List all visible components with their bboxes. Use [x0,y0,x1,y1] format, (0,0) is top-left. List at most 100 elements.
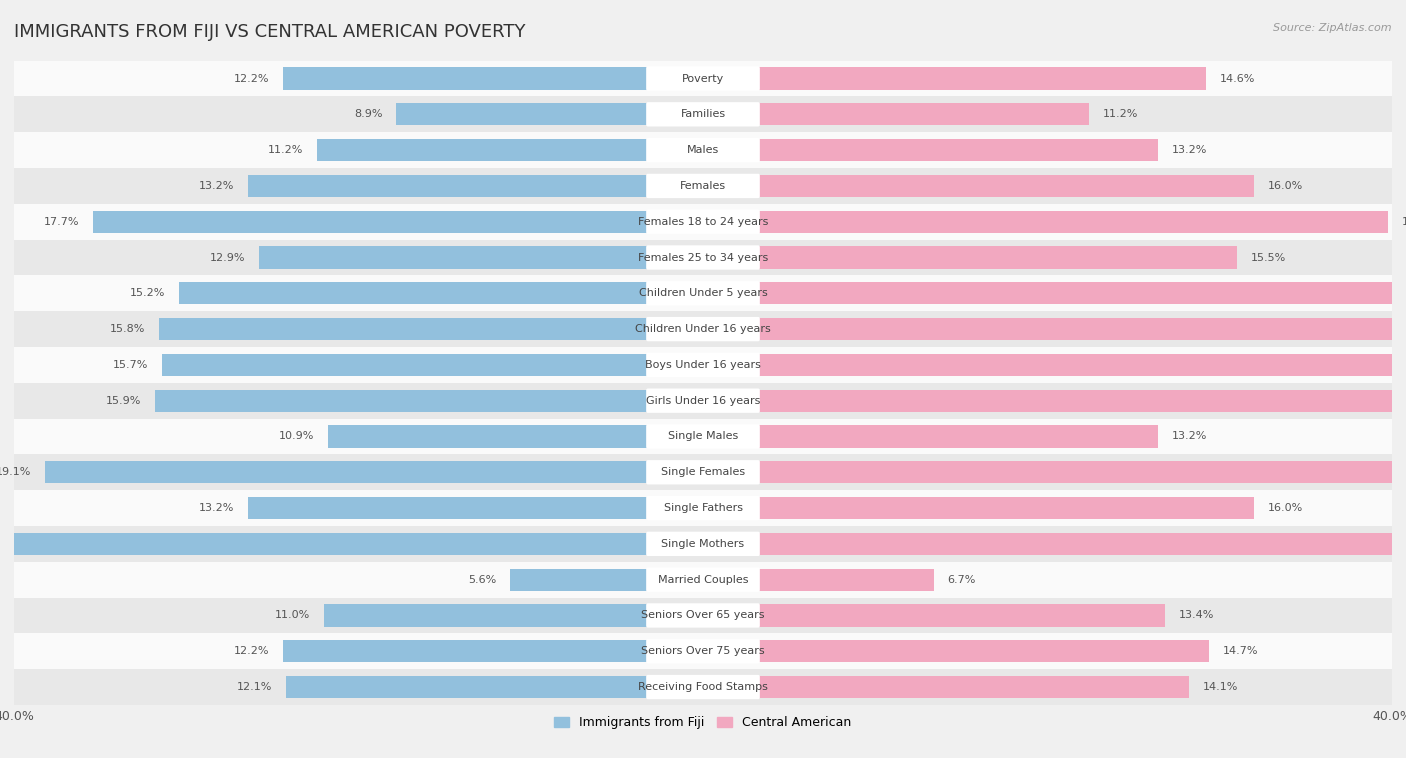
FancyBboxPatch shape [647,639,759,663]
Bar [14,61,1392,96]
Text: 11.2%: 11.2% [1102,109,1137,119]
FancyBboxPatch shape [647,67,759,91]
Text: Children Under 16 years: Children Under 16 years [636,324,770,334]
Bar [14,347,1392,383]
Text: 12.2%: 12.2% [233,74,269,83]
Bar [14,312,1392,347]
Bar [703,497,1254,519]
FancyBboxPatch shape [647,174,759,198]
Bar [249,175,703,197]
Bar [14,96,1392,132]
Bar [703,568,934,590]
Bar [14,132,1392,168]
Bar [14,454,1392,490]
Bar [703,604,1164,627]
FancyBboxPatch shape [647,460,759,484]
Text: 8.9%: 8.9% [354,109,382,119]
FancyBboxPatch shape [647,496,759,520]
Bar [703,354,1395,376]
Text: 19.9%: 19.9% [1402,217,1406,227]
Bar [703,103,1088,125]
Bar [703,676,1188,698]
Bar [703,318,1392,340]
Text: 15.2%: 15.2% [131,288,166,299]
Text: Males: Males [688,145,718,155]
Bar [287,676,703,698]
Bar [510,568,703,590]
Bar [703,390,1399,412]
Bar [159,318,703,340]
Bar [249,497,703,519]
Bar [0,533,703,555]
Bar [14,204,1392,240]
Bar [14,597,1392,634]
Bar [14,562,1392,597]
Text: 13.4%: 13.4% [1178,610,1213,621]
Bar [703,641,1209,662]
Bar [283,641,703,662]
FancyBboxPatch shape [647,675,759,699]
Text: Females 18 to 24 years: Females 18 to 24 years [638,217,768,227]
Bar [162,354,703,376]
FancyBboxPatch shape [647,281,759,305]
Bar [328,425,703,447]
Bar [14,275,1392,312]
Text: Children Under 5 years: Children Under 5 years [638,288,768,299]
Text: Single Fathers: Single Fathers [664,503,742,513]
Bar [155,390,703,412]
FancyBboxPatch shape [647,102,759,127]
Bar [14,526,1392,562]
Text: Seniors Over 65 years: Seniors Over 65 years [641,610,765,621]
Text: Females 25 to 34 years: Females 25 to 34 years [638,252,768,262]
FancyBboxPatch shape [647,352,759,377]
FancyBboxPatch shape [647,138,759,162]
Text: 12.2%: 12.2% [233,647,269,656]
Text: 16.0%: 16.0% [1268,181,1303,191]
Text: 12.9%: 12.9% [209,252,245,262]
Bar [703,139,1157,161]
Text: Families: Families [681,109,725,119]
Text: 15.5%: 15.5% [1251,252,1286,262]
Text: 15.7%: 15.7% [112,360,149,370]
Text: 14.6%: 14.6% [1219,74,1256,83]
Bar [703,533,1406,555]
Text: Single Males: Single Males [668,431,738,441]
Legend: Immigrants from Fiji, Central American: Immigrants from Fiji, Central American [550,711,856,735]
Text: Married Couples: Married Couples [658,575,748,584]
Bar [703,67,1206,89]
Bar [396,103,703,125]
Text: Girls Under 16 years: Girls Under 16 years [645,396,761,406]
FancyBboxPatch shape [647,317,759,341]
Bar [14,669,1392,705]
Text: 6.7%: 6.7% [948,575,976,584]
Text: Single Mothers: Single Mothers [661,539,745,549]
Bar [180,282,703,305]
Bar [325,604,703,627]
Text: Boys Under 16 years: Boys Under 16 years [645,360,761,370]
Text: 12.1%: 12.1% [238,682,273,692]
Bar [703,282,1406,305]
Bar [259,246,703,268]
FancyBboxPatch shape [647,389,759,413]
Bar [93,211,703,233]
Text: 15.8%: 15.8% [110,324,145,334]
Text: Poverty: Poverty [682,74,724,83]
Text: Females: Females [681,181,725,191]
Bar [14,490,1392,526]
Text: 11.2%: 11.2% [269,145,304,155]
Bar [703,175,1254,197]
FancyBboxPatch shape [647,568,759,592]
Text: 15.9%: 15.9% [105,396,142,406]
Text: 11.0%: 11.0% [276,610,311,621]
Bar [703,211,1389,233]
Text: 13.2%: 13.2% [1171,145,1206,155]
Text: 13.2%: 13.2% [1171,431,1206,441]
Text: Source: ZipAtlas.com: Source: ZipAtlas.com [1274,23,1392,33]
Bar [318,139,703,161]
Text: Receiving Food Stamps: Receiving Food Stamps [638,682,768,692]
Text: IMMIGRANTS FROM FIJI VS CENTRAL AMERICAN POVERTY: IMMIGRANTS FROM FIJI VS CENTRAL AMERICAN… [14,23,526,41]
Bar [703,246,1237,268]
Text: 14.7%: 14.7% [1223,647,1258,656]
Text: 13.2%: 13.2% [200,181,235,191]
Text: 17.7%: 17.7% [44,217,80,227]
